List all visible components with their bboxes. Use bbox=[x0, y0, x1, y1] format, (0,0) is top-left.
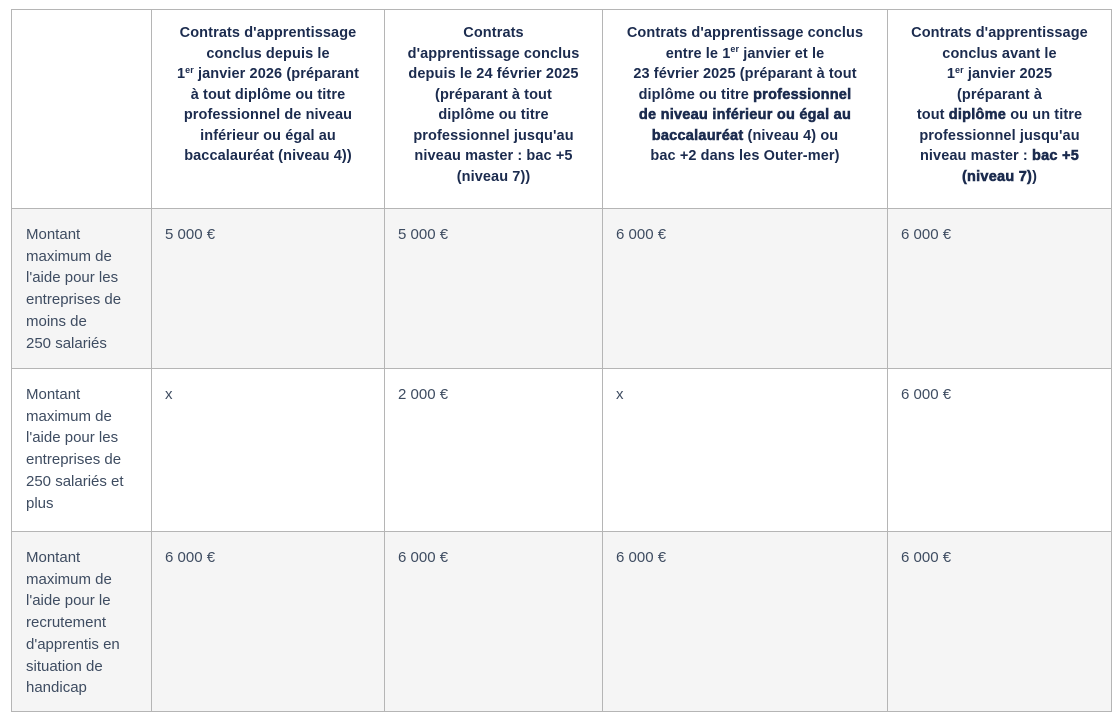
value-cell: x bbox=[151, 368, 385, 532]
header-cell-since-feb-24-2025: Contrats d'apprentissage conclus depuis le… bbox=[384, 9, 603, 209]
table-row-apprentices-with-disability: Montant maximum de l'aide pour le recrut… bbox=[11, 531, 1112, 712]
row-label-companies-250-plus: Montant maximum de l'aide pour les entre… bbox=[11, 368, 152, 532]
table-row-companies-under-250: Montant maximum de l'aide pour les entre… bbox=[11, 208, 1112, 369]
value-cell: 6 000 € bbox=[384, 531, 603, 712]
table-row-companies-250-plus: Montant maximum de l'aide pour les entre… bbox=[11, 368, 1112, 532]
value-cell: 6 000 € bbox=[887, 208, 1112, 369]
value-cell: 6 000 € bbox=[151, 531, 385, 712]
value-cell: 2 000 € bbox=[384, 368, 603, 532]
header-cell-since-jan-2026: Contrats d'apprentissage conclus depuis l… bbox=[151, 9, 385, 209]
row-label-apprentices-with-disability: Montant maximum de l'aide pour le recrut… bbox=[11, 531, 152, 712]
value-cell: 6 000 € bbox=[602, 531, 888, 712]
value-cell: 6 000 € bbox=[602, 208, 888, 369]
value-cell: 6 000 € bbox=[887, 531, 1112, 712]
value-cell: 5 000 € bbox=[384, 208, 603, 369]
apprenticeship-aid-amounts-table: Contrats d'apprentissage conclus depuis l… bbox=[11, 9, 1112, 712]
value-cell: x bbox=[602, 368, 888, 532]
header-row: Contrats d'apprentissage conclus depuis l… bbox=[11, 9, 1112, 209]
value-cell: 6 000 € bbox=[887, 368, 1112, 532]
row-label-companies-under-250: Montant maximum de l'aide pour les entre… bbox=[11, 208, 152, 369]
header-cell-before-jan-2025: Contrats d'apprentissage conclus avant le… bbox=[887, 9, 1112, 209]
corner-cell bbox=[11, 9, 152, 209]
value-cell: 5 000 € bbox=[151, 208, 385, 369]
header-cell-jan-1-to-feb-23-2025: Contrats d'apprentissage conclus entre le… bbox=[602, 9, 888, 209]
